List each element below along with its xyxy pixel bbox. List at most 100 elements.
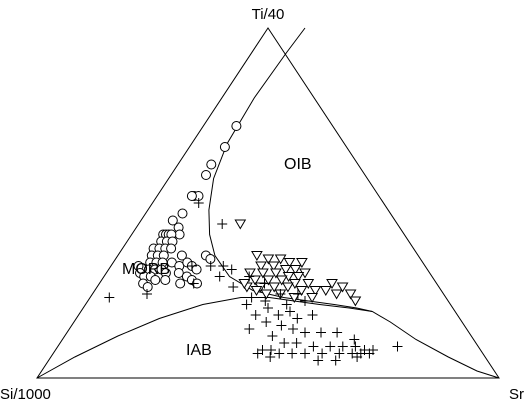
point-plus [276, 320, 287, 331]
point-plus [292, 313, 303, 324]
point-plus [292, 289, 303, 299]
point-triangle [309, 286, 322, 296]
vertex-label-right: Sr [509, 386, 524, 403]
point-triangle [289, 265, 302, 275]
point-plus [274, 348, 285, 359]
data-points [104, 121, 403, 366]
point-triangle [260, 289, 273, 300]
point-plus [291, 338, 302, 348]
point-plus [263, 303, 273, 313]
point-plus [193, 198, 204, 208]
point-plus [244, 324, 255, 334]
point-plus [265, 352, 276, 362]
field-label-oib: OIB [284, 156, 312, 173]
vertex-label-top: Ti/40 [252, 6, 285, 23]
point-plus [349, 334, 360, 345]
point-circle [167, 215, 178, 226]
point-plus [279, 338, 290, 348]
point-plus [252, 348, 263, 359]
point-triangle [238, 279, 251, 289]
iab-boundary-curve [36, 297, 500, 379]
point-plus [205, 261, 216, 271]
field-label-morb: MORB [122, 261, 170, 278]
point-plus [246, 292, 257, 303]
point-triangle [270, 268, 282, 279]
point-triangle [330, 289, 343, 300]
point-plus [188, 278, 199, 289]
point-plus [217, 219, 228, 229]
point-plus [337, 341, 348, 352]
oib-boundary-curve [208, 27, 373, 312]
point-triangle [267, 261, 280, 272]
point-triangle [244, 268, 256, 279]
point-plus [259, 278, 270, 289]
point-circle [142, 282, 153, 292]
point-triangle [251, 251, 263, 261]
point-triangle [262, 254, 275, 265]
point-plus [313, 355, 324, 366]
point-circle [174, 229, 185, 240]
vertex-label-left: Si/1000 [0, 386, 51, 403]
point-triangle [250, 286, 263, 296]
point-plus [267, 331, 278, 341]
triangle-outline [36, 27, 500, 379]
point-plus [350, 341, 361, 352]
point-triangle [262, 275, 275, 286]
field-boundaries [36, 27, 500, 379]
point-plus [334, 348, 345, 359]
point-plus [308, 341, 319, 352]
point-circle [176, 250, 187, 261]
point-plus [307, 310, 318, 320]
point-plus [352, 352, 363, 362]
point-plus [287, 348, 298, 359]
point-plus [300, 327, 310, 338]
point-plus [260, 296, 271, 306]
point-plus [226, 264, 237, 275]
point-plus [332, 327, 343, 338]
point-circle [201, 170, 211, 180]
point-triangle [249, 275, 261, 286]
point-triangle [282, 282, 294, 293]
point-plus [186, 261, 197, 271]
point-circle [175, 278, 186, 289]
point-triangle [326, 279, 338, 289]
point-triangle [255, 261, 267, 272]
point-triangle [257, 268, 269, 279]
point-circle [206, 159, 217, 170]
point-triangle [349, 296, 362, 307]
point-plus [275, 289, 286, 299]
point-plus [142, 289, 152, 299]
point-plus [241, 299, 252, 310]
point-circle [231, 121, 242, 131]
point-circle [150, 275, 161, 285]
point-plus [317, 348, 328, 359]
point-plus [392, 341, 403, 352]
field-label-iab: IAB [186, 342, 212, 359]
point-triangle [283, 258, 296, 268]
point-plus [325, 341, 336, 352]
point-circle [166, 243, 177, 254]
point-plus [281, 299, 292, 310]
point-plus [244, 271, 255, 282]
point-triangle [275, 275, 288, 286]
point-plus [300, 296, 310, 306]
point-triangle [292, 272, 305, 282]
point-circle [160, 275, 171, 285]
point-plus [104, 292, 115, 303]
point-triangle [279, 265, 292, 275]
point-plus [300, 348, 310, 359]
point-plus [316, 327, 326, 338]
point-circle [173, 268, 184, 278]
point-plus [218, 261, 229, 271]
point-triangle [268, 282, 281, 293]
point-plus [288, 324, 298, 334]
point-plus [266, 345, 276, 355]
point-circle [177, 208, 188, 219]
point-circle [186, 191, 197, 201]
point-triangle [302, 279, 315, 289]
point-plus [364, 348, 375, 359]
point-triangle [319, 286, 332, 296]
point-triangle [296, 258, 308, 268]
point-plus [214, 271, 225, 282]
